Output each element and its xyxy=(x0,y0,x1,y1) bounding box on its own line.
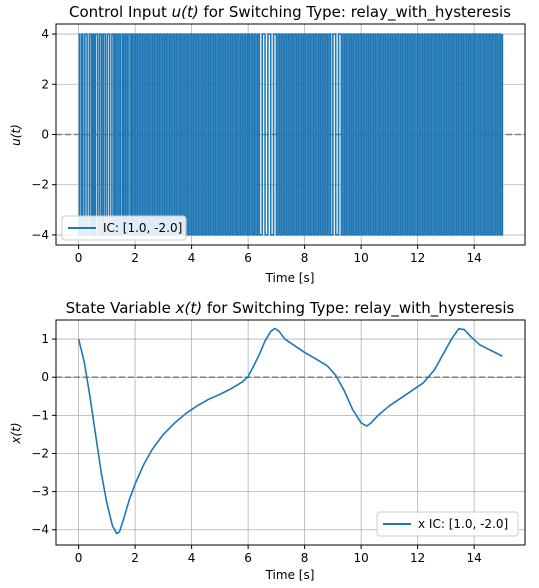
y-tick-label: 1 xyxy=(41,332,49,346)
x-tick-label: 8 xyxy=(301,251,309,265)
y-tick-label: −1 xyxy=(31,408,49,422)
legend-box xyxy=(376,511,519,537)
x-tick-label: 4 xyxy=(188,551,196,565)
x-tick-label: 6 xyxy=(244,251,252,265)
y-tick-label: 4 xyxy=(41,27,49,41)
legend: IC: [1.0, -2.0] xyxy=(61,215,187,241)
y-tick-label: −2 xyxy=(31,178,49,192)
x-tick-label: 6 xyxy=(244,551,252,565)
control-input-plot: Control Input u(t) for Switching Type: r… xyxy=(9,3,526,285)
x-tick-label: 8 xyxy=(301,551,309,565)
x-axis-label: Time [s] xyxy=(265,271,315,285)
x-tick-label: 14 xyxy=(467,551,482,565)
x-tick-label: 10 xyxy=(353,551,368,565)
legend-label: x IC: [1.0, -2.0] xyxy=(418,517,508,531)
legend: x IC: [1.0, -2.0] xyxy=(376,511,519,537)
control-signal-series xyxy=(78,33,504,236)
legend-label: IC: [1.0, -2.0] xyxy=(103,221,182,235)
x-tick-label: 2 xyxy=(131,251,139,265)
x-tick-label: 12 xyxy=(410,251,425,265)
y-axis-label: u(t) xyxy=(9,124,23,146)
x-tick-label: 4 xyxy=(188,251,196,265)
chart-title-control-input: Control Input u(t) for Switching Type: r… xyxy=(69,3,511,22)
y-tick-label: −2 xyxy=(31,446,49,460)
state-trajectory-series xyxy=(77,327,503,535)
y-tick-label: 0 xyxy=(41,370,49,384)
x-tick-label: 0 xyxy=(75,251,83,265)
y-tick-label: 0 xyxy=(41,128,49,142)
state-variable-plot: State Variable x(t) for Switching Type: … xyxy=(9,299,526,582)
legend-box xyxy=(61,215,187,241)
y-tick-label: −4 xyxy=(31,228,49,242)
y-tick-label: −4 xyxy=(31,523,49,537)
chart-title-state-variable: State Variable x(t) for Switching Type: … xyxy=(66,299,515,318)
x-axis-ticks: 0 2 4 6 8 10 12 14 xyxy=(75,245,482,265)
series-line xyxy=(77,327,503,535)
x-axis-label: Time [s] xyxy=(265,568,315,582)
axes-frame xyxy=(55,319,526,546)
x-tick-label: 12 xyxy=(410,551,425,565)
y-axis-ticks: −4 −3 −2 −1 0 1 xyxy=(31,332,56,537)
y-tick-label: −3 xyxy=(31,485,49,499)
x-tick-label: 2 xyxy=(131,551,139,565)
y-axis-ticks: −4 −2 0 2 4 xyxy=(31,27,56,242)
x-axis-ticks: 0 2 4 6 8 10 12 14 xyxy=(75,545,482,565)
y-axis-label: x(t) xyxy=(9,422,23,444)
x-tick-label: 0 xyxy=(75,551,83,565)
y-tick-label: 2 xyxy=(41,77,49,91)
series-line xyxy=(78,33,504,236)
x-tick-label: 10 xyxy=(353,251,368,265)
x-tick-label: 14 xyxy=(467,251,482,265)
